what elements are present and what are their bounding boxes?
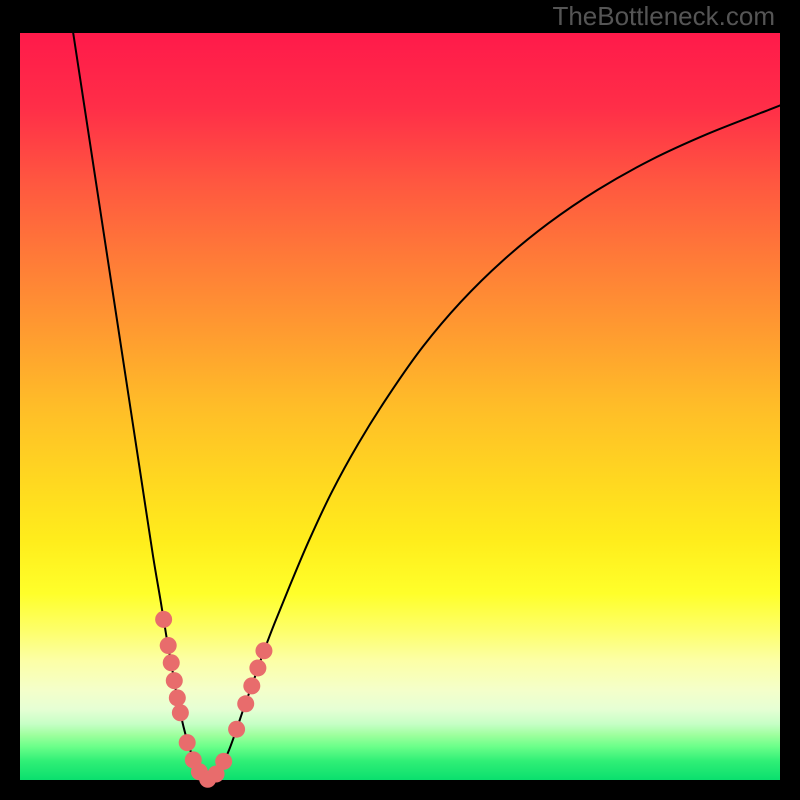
marker-dot — [166, 672, 183, 689]
marker-dot — [249, 659, 266, 676]
marker-dot — [155, 611, 172, 628]
marker-dot — [237, 695, 254, 712]
marker-dot — [215, 753, 232, 770]
chart-container: TheBottleneck.com — [0, 0, 800, 800]
marker-dot — [228, 721, 245, 738]
plot-background — [20, 33, 780, 780]
watermark-text: TheBottleneck.com — [552, 1, 775, 31]
marker-dot — [255, 642, 272, 659]
marker-dot — [243, 677, 260, 694]
marker-dot — [163, 654, 180, 671]
marker-dot — [172, 704, 189, 721]
marker-dot — [169, 689, 186, 706]
marker-dot — [160, 637, 177, 654]
marker-dot — [179, 734, 196, 751]
chart-svg: TheBottleneck.com — [0, 0, 800, 800]
